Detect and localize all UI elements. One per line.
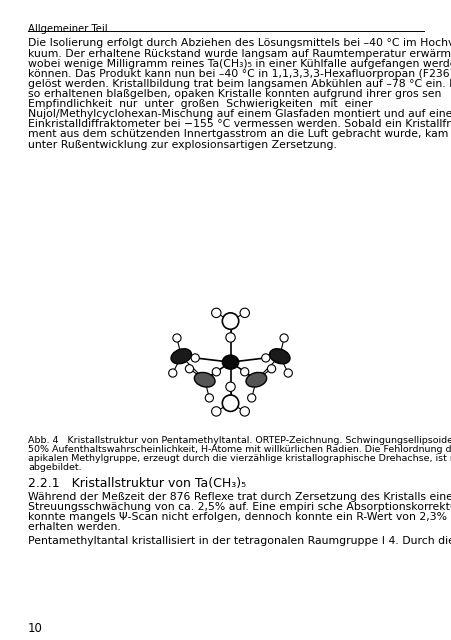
Circle shape xyxy=(172,334,181,342)
Text: ment aus dem schützenden Innertgasstrom an die Luft gebracht wurde, kam es: ment aus dem schützenden Innertgasstrom … xyxy=(28,129,451,140)
Text: Die Isolierung erfolgt durch Abziehen des Lösungsmittels bei –40 °C im Hochva-: Die Isolierung erfolgt durch Abziehen de… xyxy=(28,38,451,49)
Circle shape xyxy=(240,368,248,376)
Text: unter Rußentwicklung zur explosionsartigen Zersetzung.: unter Rußentwicklung zur explosionsartig… xyxy=(28,140,336,150)
Circle shape xyxy=(212,368,220,376)
Text: Empfindlichkeit  nur  unter  großen  Schwierigkeiten  mit  einer: Empfindlichkeit nur unter großen Schwier… xyxy=(28,99,372,109)
Ellipse shape xyxy=(170,349,191,364)
Circle shape xyxy=(284,369,292,377)
Text: wobei wenige Milligramm reines Ta(CH₃)₅ in einer Kühlfalle aufgefangen werden: wobei wenige Milligramm reines Ta(CH₃)₅ … xyxy=(28,59,451,68)
Text: kuum. Der erhaltene Rückstand wurde langsam auf Raumtemperatur erwärmt,: kuum. Der erhaltene Rückstand wurde lang… xyxy=(28,49,451,58)
Circle shape xyxy=(205,394,213,402)
Ellipse shape xyxy=(269,349,290,364)
Circle shape xyxy=(191,354,199,362)
Text: können. Das Produkt kann nun bei –40 °C in 1,1,3,3,3-Hexafluorpropan (F236): können. Das Produkt kann nun bei –40 °C … xyxy=(28,68,451,79)
Circle shape xyxy=(185,365,193,373)
Circle shape xyxy=(267,365,275,373)
Text: gelöst werden. Kristallbildung trat beim langsamen Abkühlen auf –78 °C ein. Die: gelöst werden. Kristallbildung trat beim… xyxy=(28,79,451,89)
Text: konnte mangels Ψ-Scan nicht erfolgen, dennoch konnte ein R-Wert von 2,3%: konnte mangels Ψ-Scan nicht erfolgen, de… xyxy=(28,512,446,522)
Circle shape xyxy=(222,313,238,329)
Text: Während der Meßzeit der 876 Reflexe trat durch Zersetzung des Kristalls eine: Während der Meßzeit der 876 Reflexe trat… xyxy=(28,492,451,502)
Text: Nujol/Methylcyclohexan-Mischung auf einem Glasfaden montiert und auf einem: Nujol/Methylcyclohexan-Mischung auf eine… xyxy=(28,109,451,119)
Circle shape xyxy=(211,407,221,416)
Ellipse shape xyxy=(222,355,238,369)
Ellipse shape xyxy=(245,372,266,387)
Text: Streuungsschwächung von ca. 2,5% auf. Eine empiri sche Absorptionskorrektur: Streuungsschwächung von ca. 2,5% auf. Ei… xyxy=(28,502,451,511)
Circle shape xyxy=(239,407,249,416)
Text: abgebildet.: abgebildet. xyxy=(28,463,82,472)
Text: erhalten werden.: erhalten werden. xyxy=(28,522,120,532)
Circle shape xyxy=(222,395,238,412)
Text: 10: 10 xyxy=(28,622,43,635)
Circle shape xyxy=(168,369,176,377)
Text: apikalen Methylgruppe, erzeugt durch die vierzählige kristallographische Drehach: apikalen Methylgruppe, erzeugt durch die… xyxy=(28,454,451,463)
Text: 50% Aufenthaltswahrscheinlichkeit, H-Atome mit willkürlichen Radien. Die Fehlord: 50% Aufenthaltswahrscheinlichkeit, H-Ato… xyxy=(28,445,451,454)
Circle shape xyxy=(279,334,288,342)
Text: so erhaltenen blaßgelben, opaken Kristalle konnten aufgrund ihrer gros sen: so erhaltenen blaßgelben, opaken Kristal… xyxy=(28,89,441,99)
Text: Abb. 4   Kristallstruktur von Pentamethyltantal. ORTEP-Zeichnung. Schwingungsell: Abb. 4 Kristallstruktur von Pentamethylt… xyxy=(28,436,451,445)
Text: 2.2.1   Kristallstruktur von Ta(CH₃)₅: 2.2.1 Kristallstruktur von Ta(CH₃)₅ xyxy=(28,477,246,490)
Text: Einkristalldiffraktometer bei −155 °C vermessen werden. Sobald ein Kristallfrag-: Einkristalldiffraktometer bei −155 °C ve… xyxy=(28,119,451,129)
Circle shape xyxy=(239,308,249,317)
Circle shape xyxy=(261,354,269,362)
Circle shape xyxy=(226,333,235,342)
Circle shape xyxy=(226,382,235,392)
Circle shape xyxy=(247,394,255,402)
Text: Allgemeiner Teil: Allgemeiner Teil xyxy=(28,24,107,34)
Circle shape xyxy=(211,308,221,317)
Ellipse shape xyxy=(194,372,215,387)
Text: Pentamethyltantal kristallisiert in der tetragonalen Raumgruppe I 4. Durch die v: Pentamethyltantal kristallisiert in der … xyxy=(28,536,451,547)
